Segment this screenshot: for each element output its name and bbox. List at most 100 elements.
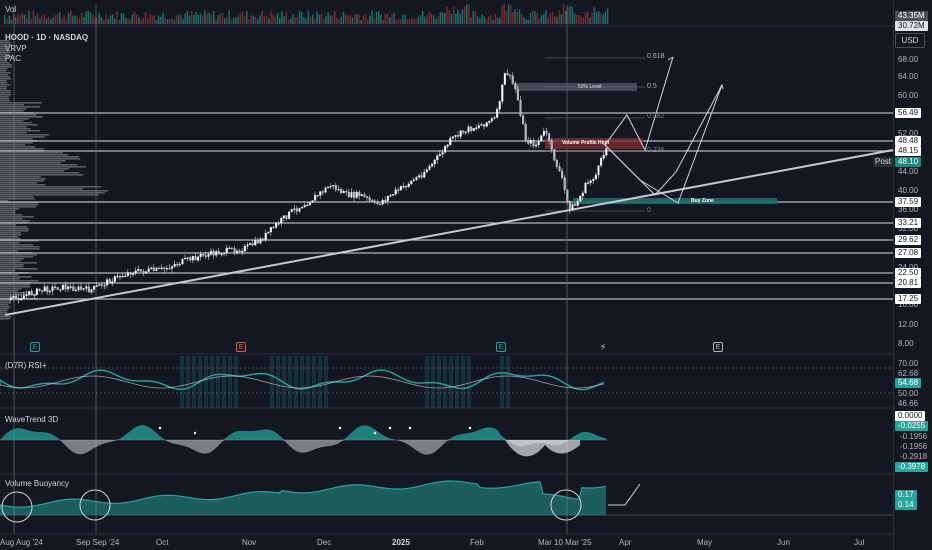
price-level-badge: 37.59 — [895, 197, 922, 207]
candle-body — [371, 200, 374, 202]
currency-button[interactable]: USD — [895, 33, 925, 48]
volume-profile-bar — [0, 296, 17, 298]
volume-profile-bar — [0, 206, 36, 208]
wt-dot — [338, 426, 342, 430]
candle-body — [184, 257, 187, 260]
volume-profile-bar — [0, 76, 10, 78]
lightning-icon[interactable]: ⚡ — [600, 342, 607, 352]
candle-body — [28, 291, 31, 295]
earnings-event-icon[interactable]: E — [496, 342, 506, 352]
volume-bar — [353, 14, 356, 24]
volume-profile-bar — [0, 306, 11, 308]
volume-bar — [17, 13, 19, 24]
candle-body — [191, 256, 194, 261]
fib-retracement[interactable] — [545, 57, 645, 212]
rsi-shade — [216, 356, 220, 408]
volume-bar — [554, 16, 556, 24]
candle-body — [446, 144, 449, 147]
volume-bar — [296, 16, 299, 24]
volume-bar — [76, 15, 79, 24]
volume-bar — [287, 19, 290, 24]
candle-body — [524, 124, 527, 141]
volume-profile-bar — [0, 40, 10, 42]
time-axis-label: Jun — [777, 538, 790, 547]
volume-profile-bar — [0, 220, 31, 222]
buoyancy-title[interactable]: Volume Buoyancy — [5, 479, 70, 488]
volume-bar — [118, 19, 120, 24]
time-axis-label: Aug Aug '24 — [0, 538, 43, 547]
candle-body — [210, 250, 213, 255]
rsi-shade — [461, 356, 465, 408]
volume-profile-bar — [0, 48, 9, 50]
volume-bar — [367, 19, 369, 24]
candle-body — [574, 204, 577, 206]
volume-bar — [380, 14, 382, 24]
volume-bar — [21, 13, 24, 24]
earnings-event-icon[interactable]: E — [236, 342, 246, 352]
volume-bar — [395, 19, 398, 24]
vertical-markers — [13, 5, 568, 535]
volume-bar — [492, 19, 494, 24]
wt-fill-down — [0, 440, 606, 455]
symbol-title[interactable]: HOOD · 1D · NASDAQ — [5, 33, 89, 42]
rsi-axis-label: 70.00 — [898, 359, 919, 368]
volume-bar — [111, 14, 114, 24]
volume-bar — [430, 13, 433, 24]
candle-body — [145, 271, 148, 274]
volume-bar — [153, 15, 156, 24]
candle-body — [87, 286, 90, 293]
candle-body — [496, 109, 499, 118]
indicator-pac[interactable]: PAC — [5, 54, 21, 63]
candle-body — [251, 243, 254, 246]
volume-profile-bar — [0, 174, 84, 176]
candle-body — [402, 185, 405, 188]
volume-bar — [606, 8, 609, 24]
volume-bar — [89, 12, 92, 24]
volume-bar — [107, 19, 109, 24]
wavetrend-title[interactable]: WaveTrend 3D — [5, 415, 59, 424]
candle-body — [545, 130, 548, 134]
volume-bar — [422, 11, 424, 24]
candle-body — [548, 133, 551, 141]
volume-bar — [221, 13, 224, 24]
volume-bar — [155, 19, 158, 24]
volume-bar — [65, 19, 68, 24]
volume-bar — [252, 15, 255, 24]
buoyancy-indicator — [0, 480, 893, 516]
volume-bar — [131, 14, 134, 24]
volume-profile-bar — [0, 278, 20, 280]
volume-bar — [202, 15, 204, 24]
price-axis-label: 60.00 — [898, 91, 919, 100]
volume-bar — [241, 11, 244, 24]
volume-bar — [177, 14, 180, 24]
price-axis-label: 8.00 — [898, 339, 914, 348]
volume-bar — [116, 11, 118, 24]
volume-profile-bar — [0, 74, 8, 76]
candle-body — [280, 217, 283, 224]
volume-bar — [290, 18, 292, 24]
earnings-event-icon[interactable]: E — [30, 342, 40, 352]
earnings-event-icon[interactable]: E — [713, 342, 723, 352]
volume-bar — [602, 13, 604, 24]
candle-body — [236, 250, 239, 253]
volume-profile-bar — [0, 194, 99, 196]
indicator-vrvp[interactable]: VRVP — [5, 44, 27, 53]
wavetrend-axis-label: -0.1956 — [900, 442, 928, 451]
volume-bar — [444, 12, 446, 24]
volume-profile-bar — [0, 286, 31, 288]
candle-body — [69, 286, 72, 288]
candle-body — [360, 194, 363, 197]
candle-body — [217, 251, 220, 255]
volume-bar — [303, 17, 305, 24]
volume-bar — [283, 16, 285, 24]
volume-bar — [466, 4, 468, 25]
candle-body — [181, 258, 184, 265]
volume-bar — [127, 18, 129, 24]
wt-dot — [468, 426, 472, 430]
volume-profile-bar — [0, 274, 19, 276]
price-level-badge: 56.49 — [895, 108, 922, 118]
rsi-title[interactable]: (D7R) RSI+ — [5, 361, 47, 370]
volume-bar — [397, 18, 400, 24]
candle-body — [137, 269, 140, 272]
